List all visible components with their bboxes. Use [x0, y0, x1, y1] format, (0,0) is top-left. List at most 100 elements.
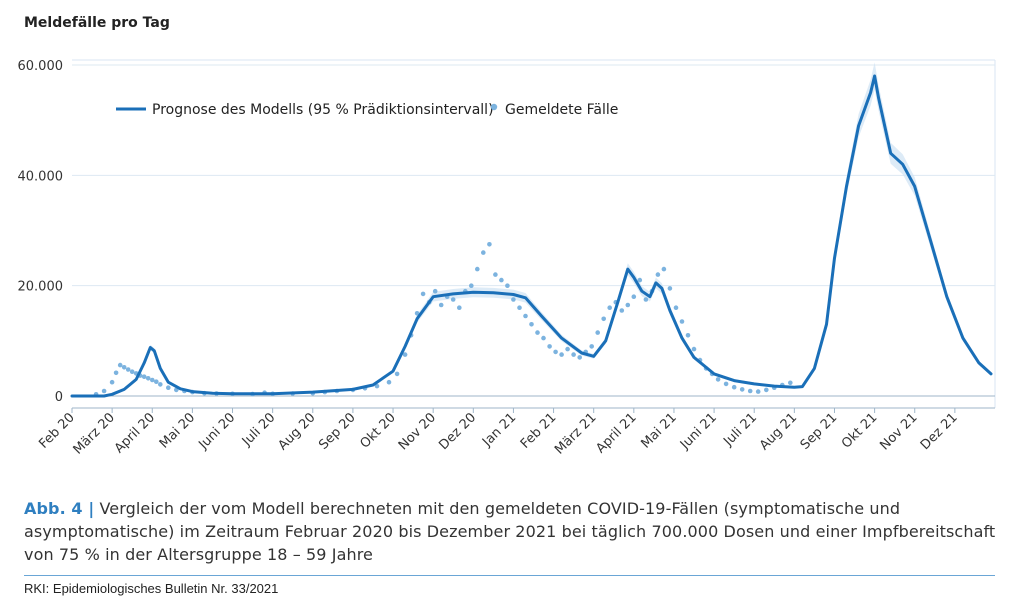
x-tick-label: Mai 20 [157, 410, 198, 451]
caption-label: Abb. 4 | [24, 499, 95, 518]
data-point [731, 384, 737, 390]
x-tick-label: April 20 [112, 410, 158, 456]
data-point [141, 374, 147, 380]
data-point [374, 383, 380, 389]
x-tick-label: Dez 21 [918, 410, 961, 453]
data-point [655, 272, 661, 277]
legend-label-model: Prognose des Modells (95 % Prädiktionsin… [152, 102, 494, 118]
x-tick-label: Mai 21 [638, 410, 679, 451]
data-point [511, 297, 516, 302]
data-point [577, 355, 582, 360]
data-point [420, 291, 426, 297]
data-point [764, 387, 769, 393]
y-tick-label: 20.000 [18, 280, 64, 295]
data-point [402, 352, 408, 357]
source-note: RKI: Epidemiologisches Bulletin Nr. 33/2… [24, 581, 279, 596]
data-point [487, 242, 492, 247]
data-point [475, 266, 480, 272]
data-point [523, 313, 528, 319]
data-point [101, 388, 107, 394]
data-point [166, 385, 171, 391]
data-point [739, 387, 745, 392]
x-tick-label: Jan 21 [479, 410, 519, 450]
data-point [637, 277, 643, 283]
y-tick-label: 60.000 [18, 59, 64, 74]
data-point [113, 370, 119, 376]
data-point [589, 344, 594, 349]
data-point [150, 377, 155, 383]
data-point [679, 319, 685, 324]
data-point [755, 389, 761, 394]
x-tick-label: Aug 21 [757, 410, 800, 453]
data-point [386, 379, 392, 385]
data-point [414, 311, 420, 316]
data-point [117, 362, 123, 368]
x-tick-label: Juli 21 [720, 410, 760, 450]
data-point [125, 367, 131, 372]
data-point [121, 365, 127, 370]
data-point [715, 377, 721, 382]
data-point [685, 333, 691, 338]
legend-label-reported: Gemeldete Fälle [505, 102, 618, 118]
data-point [559, 352, 564, 357]
data-point [541, 335, 546, 341]
x-tick-label: April 21 [593, 410, 639, 456]
data-point [619, 308, 625, 313]
x-tick-label: Dez 20 [436, 410, 479, 453]
x-tick-label: Aug 20 [275, 410, 318, 453]
data-point [109, 379, 115, 385]
x-tick-label: Okt 20 [357, 410, 398, 451]
x-tick-label: Nov 20 [396, 410, 439, 453]
x-tick-label: Okt 21 [839, 410, 880, 451]
x-tick-label: Juli 20 [239, 410, 279, 450]
caption-text: Vergleich der vom Modell berechneten mit… [24, 499, 996, 564]
data-point [565, 346, 570, 352]
data-point [661, 266, 667, 272]
x-tick-label: Juni 21 [677, 410, 720, 453]
data-point [723, 381, 729, 387]
x-tick-label: Sep 21 [798, 410, 841, 453]
data-point [450, 297, 456, 302]
data-point [631, 294, 637, 300]
x-tick-label: Juni 20 [195, 410, 238, 453]
data-point [438, 302, 444, 308]
data-point [394, 371, 400, 377]
data-point [158, 382, 163, 387]
data-point [553, 349, 558, 355]
x-tick-label: März 20 [71, 410, 118, 457]
y-tick-label: 40.000 [18, 169, 64, 184]
divider [24, 575, 995, 576]
data-point [607, 305, 612, 311]
x-tick-label: März 21 [552, 410, 599, 457]
data-point [432, 288, 438, 294]
data-point [499, 277, 504, 283]
data-point [469, 283, 474, 289]
data-point [601, 316, 606, 322]
data-point [481, 250, 486, 255]
data-point [457, 305, 462, 311]
data-point [145, 376, 151, 381]
data-point [571, 352, 576, 357]
data-point [505, 283, 510, 289]
series-line-model [70, 74, 993, 398]
x-tick-label: Nov 21 [877, 410, 920, 453]
legend-swatch-reported [490, 103, 498, 111]
data-point [691, 346, 697, 352]
data-point [667, 286, 673, 291]
figure-caption: Abb. 4 | Vergleich der vom Modell berech… [24, 497, 999, 566]
data-point [747, 388, 753, 394]
data-point [673, 305, 679, 311]
data-point [154, 379, 159, 385]
data-point [595, 330, 600, 335]
y-tick-label: 0 [55, 390, 63, 405]
data-point [529, 322, 534, 327]
data-point [788, 380, 793, 386]
data-point [643, 297, 649, 302]
y-axis-title: Meldefälle pro Tag [24, 15, 170, 31]
data-point [493, 272, 498, 277]
data-point [625, 302, 631, 308]
data-point [517, 305, 522, 311]
data-point [547, 344, 552, 349]
x-tick-label: Sep 20 [316, 410, 359, 453]
